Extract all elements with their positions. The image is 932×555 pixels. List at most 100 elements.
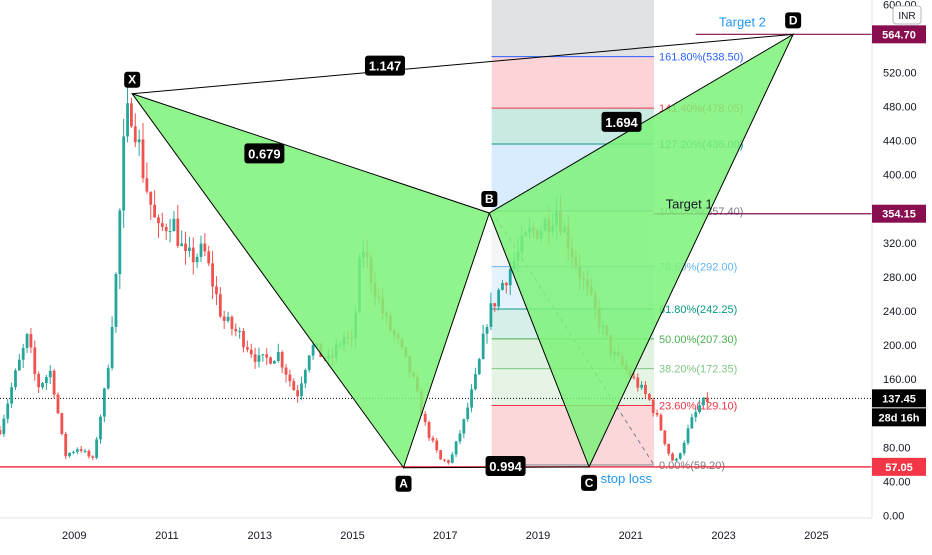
harmonic-pattern-group: 0.679 1.694 1.147 0.994 X A B C D xyxy=(124,12,802,492)
point-badge xyxy=(124,71,141,88)
candle-body xyxy=(675,458,678,461)
candle-body xyxy=(435,440,439,451)
candle-body xyxy=(25,334,29,349)
candle-body xyxy=(647,394,651,400)
candle-body xyxy=(91,456,95,458)
x-tick-label: 2025 xyxy=(804,530,828,542)
candle-body xyxy=(207,251,211,264)
candle-body xyxy=(296,390,300,397)
candle-body xyxy=(21,348,25,360)
candle-body xyxy=(694,412,698,418)
y-tick-label: 240.00 xyxy=(883,306,917,318)
time-axis xyxy=(0,518,932,550)
x-tick-label: 2013 xyxy=(248,530,272,542)
candle-body xyxy=(172,218,176,232)
point-badge xyxy=(395,475,412,492)
candle-body xyxy=(222,316,226,321)
fib-level-label: 38.20%(172.35) xyxy=(659,364,737,376)
candle-body xyxy=(226,316,230,321)
current-price-price-tag xyxy=(872,389,926,408)
candle-body xyxy=(180,243,184,246)
candle-body xyxy=(280,352,284,368)
candle-body xyxy=(470,389,473,408)
candle-body xyxy=(234,328,238,332)
candle-body xyxy=(636,377,640,388)
point-label: C xyxy=(585,476,594,490)
candle-body xyxy=(87,450,91,457)
ratio-badge xyxy=(485,456,526,477)
candle-body xyxy=(253,354,257,362)
ratio-label: 1.147 xyxy=(369,59,402,74)
candle-body xyxy=(184,243,187,252)
candle-body xyxy=(462,419,466,434)
ratio-label: 0.679 xyxy=(248,146,281,161)
ratio-badge xyxy=(244,143,285,164)
candle-body xyxy=(671,453,674,461)
point-label: D xyxy=(789,13,798,27)
candle-body xyxy=(311,344,315,356)
candle-body xyxy=(33,347,37,374)
labels-group: 564.70 Target 2 354.15 Target 1 137.45 57.05 s… xyxy=(601,14,926,486)
candle-body xyxy=(17,359,21,371)
candle-body xyxy=(10,387,13,404)
candle-body xyxy=(191,247,195,263)
ratio-badge xyxy=(364,55,405,76)
ratio-label: 1.694 xyxy=(605,115,638,130)
candle-body xyxy=(276,352,280,361)
candle-body xyxy=(485,326,489,334)
candle-body xyxy=(501,282,504,290)
candle-body xyxy=(99,416,102,440)
ratio-badge xyxy=(601,111,642,132)
y-tick-label: 80.00 xyxy=(883,442,911,454)
point-badge xyxy=(581,474,598,491)
fib-level-label: 50.00%(207.30) xyxy=(659,334,737,346)
candle-body xyxy=(474,374,477,390)
fib-level-label: 161.80%(538.50) xyxy=(659,52,743,64)
fib-level-label: 61.80%(242.25) xyxy=(659,304,737,316)
stop-loss-caption: stop loss xyxy=(601,471,653,486)
candle-body xyxy=(141,139,145,179)
candle-body xyxy=(245,347,249,350)
candle-body xyxy=(48,370,52,378)
pattern-xd-line xyxy=(132,33,794,95)
currency-label: INR xyxy=(898,11,915,22)
fib-level-label: 23.60%(129.10) xyxy=(659,400,737,412)
x-tick-label: 2017 xyxy=(433,530,457,542)
candle-body xyxy=(126,103,129,137)
candle-body xyxy=(454,441,458,455)
candle-body xyxy=(187,247,191,252)
target-1-price-tag xyxy=(872,204,926,223)
target-2-caption: Target 2 xyxy=(719,14,766,29)
candle-body xyxy=(678,453,682,459)
candle-body xyxy=(640,384,644,388)
currency-box xyxy=(892,5,922,25)
candle-body xyxy=(68,452,71,457)
candle-body xyxy=(663,430,667,444)
candle-body xyxy=(690,417,694,429)
candle-body xyxy=(203,243,207,252)
candle-body xyxy=(215,286,218,295)
countdown-box xyxy=(872,408,926,427)
candle-body xyxy=(60,413,64,434)
stop-loss-price-label: 57.05 xyxy=(885,462,913,474)
candle-body xyxy=(702,397,705,406)
y-tick-label: 440.00 xyxy=(883,136,917,148)
candle-body xyxy=(230,316,234,329)
candle-body xyxy=(238,330,242,332)
candle-body xyxy=(439,450,443,460)
candle-body xyxy=(265,354,269,358)
candle-body xyxy=(446,460,450,463)
candle-body xyxy=(651,399,655,413)
candle-body xyxy=(137,139,141,143)
candle-body xyxy=(44,377,48,384)
candle-body xyxy=(443,459,446,461)
candle-body xyxy=(114,274,118,327)
candle-body xyxy=(477,359,481,375)
x-tick-label: 2023 xyxy=(711,530,735,542)
candle-body xyxy=(682,442,686,454)
y-tick-label: 480.00 xyxy=(883,101,917,113)
candle-body xyxy=(29,334,33,348)
candle-body xyxy=(56,394,60,414)
